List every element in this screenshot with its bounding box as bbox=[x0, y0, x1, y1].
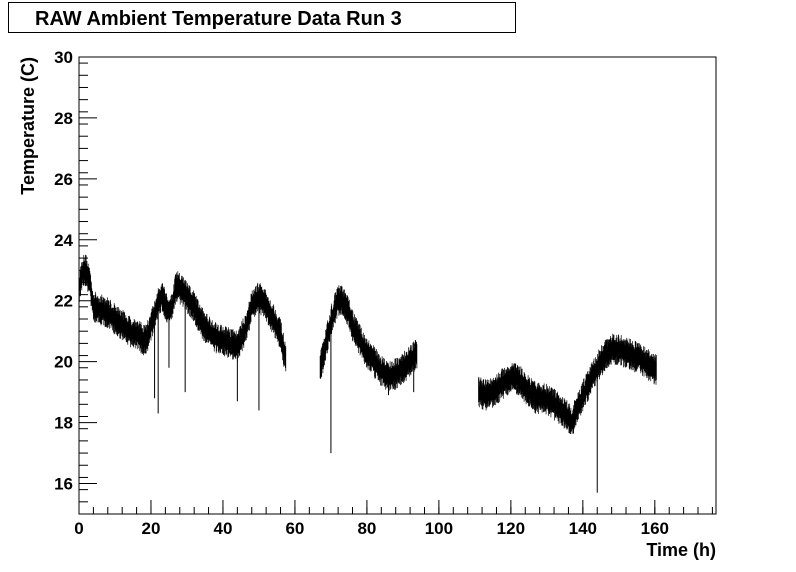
data-layer bbox=[78, 254, 657, 493]
x-tick-label: 60 bbox=[285, 519, 304, 538]
x-tick-label: 120 bbox=[497, 519, 525, 538]
y-tick-label: 24 bbox=[54, 231, 73, 250]
plot-frame bbox=[78, 56, 717, 515]
y-tick-label: 18 bbox=[54, 414, 73, 433]
y-tick-label: 20 bbox=[54, 353, 73, 372]
data-band bbox=[478, 363, 573, 434]
axes-layer: 0 20 40 60 80 100 120 140 160 16 18 20 22 24 26 28 30 bbox=[54, 48, 717, 538]
data-band bbox=[78, 254, 287, 372]
x-tick-label: 20 bbox=[142, 519, 161, 538]
x-tick-label: 100 bbox=[425, 519, 453, 538]
data-series-segment-4 bbox=[571, 333, 657, 434]
data-band bbox=[319, 285, 418, 392]
x-tick-label: 0 bbox=[74, 519, 83, 538]
y-tick-label: 22 bbox=[54, 292, 73, 311]
chart-title: RAW Ambient Temperature Data Run 3 bbox=[35, 8, 402, 30]
data-series-segment-3 bbox=[478, 363, 573, 434]
chart-title-box: RAW Ambient Temperature Data Run 3 bbox=[8, 2, 516, 33]
x-tick-label: 80 bbox=[357, 519, 376, 538]
y-tick-label: 16 bbox=[54, 475, 73, 494]
data-series-segment-1 bbox=[78, 254, 287, 372]
data-band bbox=[571, 333, 657, 434]
x-tick-label: 160 bbox=[641, 519, 669, 538]
y-tick-label: 26 bbox=[54, 170, 73, 189]
x-axis-title: Time (h) bbox=[646, 540, 716, 560]
y-tick-label: 28 bbox=[54, 109, 73, 128]
x-tick-label: 40 bbox=[213, 519, 232, 538]
data-series-segment-2 bbox=[319, 285, 418, 392]
y-tick-label: 30 bbox=[54, 48, 73, 67]
x-tick-label: 140 bbox=[569, 519, 597, 538]
y-axis-title: Temperature (C) bbox=[18, 57, 38, 195]
